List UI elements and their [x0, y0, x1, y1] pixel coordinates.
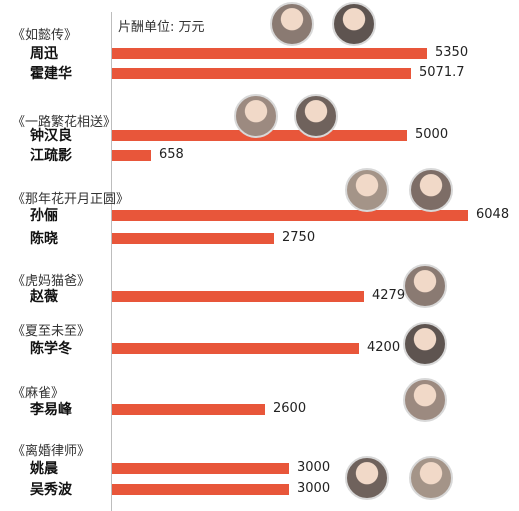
actor-avatar [345, 456, 389, 500]
actor-name: 李易峰 [30, 402, 72, 418]
actor-avatar [409, 456, 453, 500]
salary-bar [112, 150, 151, 161]
salary-value-label: 5000 [415, 127, 449, 142]
show-title: 《麻雀》 [12, 386, 65, 401]
actor-name: 赵薇 [30, 289, 58, 305]
show-title: 《夏至未至》 [12, 324, 91, 339]
salary-bar [112, 210, 468, 221]
salary-value-label: 6048 [476, 207, 510, 222]
salary-value-label: 4279 [372, 288, 406, 303]
salary-value-label: 5071.7 [419, 65, 465, 80]
actor-name: 江疏影 [30, 148, 72, 164]
actor-name: 霍建华 [30, 66, 72, 82]
actor-name: 周迅 [30, 46, 58, 62]
y-axis-line [111, 12, 112, 511]
actor-avatar [403, 322, 447, 366]
actor-avatar [403, 378, 447, 422]
actor-name: 吴秀波 [30, 482, 72, 498]
actor-name: 陈晓 [30, 231, 58, 247]
salary-value-label: 3000 [297, 460, 331, 475]
salary-value-label: 2750 [282, 230, 316, 245]
show-title: 《那年花开月正圆》 [12, 192, 130, 207]
actor-avatar [345, 168, 389, 212]
salary-bar [112, 291, 364, 302]
salary-value-label: 658 [159, 147, 184, 162]
actor-avatar [403, 264, 447, 308]
show-title: 《虎妈猫爸》 [12, 274, 91, 289]
salary-value-label: 3000 [297, 481, 331, 496]
salary-bar [112, 48, 427, 59]
actor-name: 孙俪 [30, 208, 58, 224]
salary-bar [112, 484, 289, 495]
show-title: 《一路繁花相送》 [12, 115, 117, 130]
show-title: 《如懿传》 [12, 28, 78, 43]
unit-label: 片酬单位: 万元 [118, 20, 205, 35]
salary-bar [112, 404, 265, 415]
actor-avatar [294, 94, 338, 138]
show-title: 《离婚律师》 [12, 444, 91, 459]
actor-avatar [234, 94, 278, 138]
salary-value-label: 2600 [273, 401, 307, 416]
salary-bar [112, 233, 274, 244]
salary-value-label: 4200 [367, 340, 401, 355]
salary-value-label: 5350 [435, 45, 469, 60]
actor-avatar [409, 168, 453, 212]
actor-avatar [332, 2, 376, 46]
salary-bar [112, 343, 359, 354]
salary-bar [112, 463, 289, 474]
actor-avatar [270, 2, 314, 46]
actor-name: 钟汉良 [30, 128, 72, 144]
salary-bar [112, 68, 411, 79]
actor-name: 陈学冬 [30, 341, 72, 357]
actor-name: 姚晨 [30, 461, 58, 477]
